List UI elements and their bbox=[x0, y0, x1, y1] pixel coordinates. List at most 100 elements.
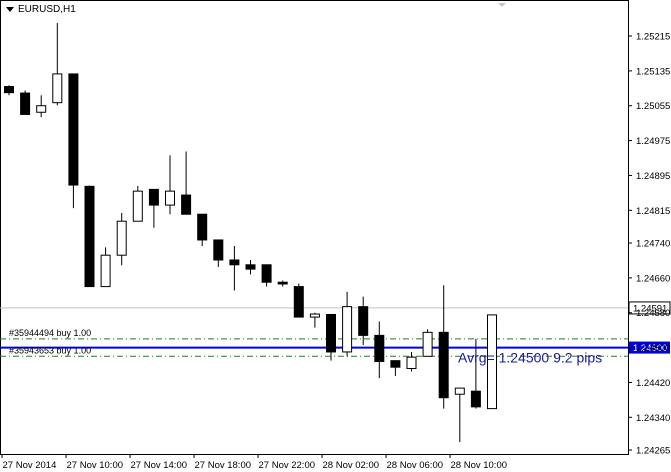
candle[interactable] bbox=[165, 155, 175, 215]
symbol-header[interactable]: EURUSD,H1 bbox=[6, 4, 76, 15]
bull-candle-body bbox=[52, 73, 63, 104]
time-tick-label: 27 Nov 22:00 bbox=[259, 460, 316, 471]
time-tick-label: 27 Nov 2014 bbox=[3, 460, 57, 471]
average-price-annotation: Avrg= 1.24500 9.2 pips bbox=[458, 350, 602, 366]
candle[interactable] bbox=[374, 321, 385, 379]
bear-candle-body bbox=[245, 264, 256, 270]
bear-candle-body bbox=[293, 286, 304, 318]
time-tick-label: 27 Nov 10:00 bbox=[67, 460, 124, 471]
bear-candle-body bbox=[213, 239, 224, 261]
plot-area-frame bbox=[0, 0, 629, 455]
candle[interactable] bbox=[406, 351, 417, 372]
candles-group bbox=[4, 22, 497, 443]
price-tick-label: 1.24660 bbox=[636, 273, 670, 284]
candle[interactable] bbox=[100, 247, 111, 288]
time-tick-label: 28 Nov 02:00 bbox=[323, 460, 380, 471]
bear-candle-body bbox=[470, 390, 481, 408]
bear-candle-body bbox=[4, 86, 14, 94]
time-tick-label: 28 Nov 06:00 bbox=[387, 460, 444, 471]
price-tick-label: 1.24420 bbox=[636, 378, 670, 389]
bull-candle-body bbox=[309, 313, 320, 318]
price-tick-label: 1.24340 bbox=[636, 413, 670, 424]
order-label: #35943653 buy 1.00 bbox=[9, 345, 91, 355]
candle[interactable] bbox=[181, 151, 192, 215]
bull-candle-body bbox=[454, 387, 465, 395]
bull-candle-body bbox=[132, 190, 143, 222]
price-tick-label: 1.25215 bbox=[636, 32, 670, 43]
bull-candle-body bbox=[165, 190, 175, 206]
candle[interactable] bbox=[148, 188, 159, 228]
time-tick-label: 28 Nov 10:00 bbox=[451, 460, 508, 471]
price-tick-label: 1.24975 bbox=[636, 136, 670, 147]
price-tick-label: 1.24500 bbox=[636, 343, 670, 354]
bear-candle-body bbox=[84, 185, 95, 288]
candle[interactable] bbox=[197, 213, 208, 247]
bear-candle-body bbox=[68, 73, 79, 186]
average-price-tag bbox=[629, 341, 670, 354]
bull-candle-body bbox=[342, 306, 353, 353]
candle[interactable] bbox=[132, 185, 143, 222]
bear-candle-body bbox=[374, 334, 385, 363]
symbol-title: EURUSD,H1 bbox=[18, 4, 76, 15]
candle[interactable] bbox=[358, 296, 369, 345]
bull-candle-body bbox=[100, 254, 111, 288]
time-axis: 27 Nov 2014 27 Nov 10:00 27 Nov 14:00 27 No… bbox=[1, 454, 508, 471]
candle[interactable] bbox=[52, 22, 63, 106]
candle[interactable] bbox=[487, 314, 497, 410]
bull-candle-body bbox=[487, 314, 497, 410]
candle[interactable] bbox=[326, 313, 336, 361]
candle[interactable] bbox=[309, 312, 320, 328]
candle[interactable] bbox=[68, 73, 79, 209]
bid-price-label: 1.24591 bbox=[633, 303, 667, 314]
price-axis: 1.25215 1.25135 1.25055 1.24975 1.24895 1.248… bbox=[628, 32, 670, 457]
candle[interactable] bbox=[229, 246, 240, 291]
price-tick-label: 1.24580 bbox=[636, 308, 670, 319]
candle[interactable] bbox=[84, 185, 95, 288]
candle[interactable] bbox=[438, 285, 449, 409]
candle[interactable] bbox=[213, 239, 224, 267]
order-lines-group: #35944494 buy 1.00 #35943653 buy 1.00 bbox=[0, 328, 628, 357]
chart-shift-marker-icon[interactable] bbox=[498, 3, 506, 7]
candle[interactable] bbox=[245, 259, 256, 275]
price-tick-label: 1.25135 bbox=[636, 66, 670, 77]
bull-candle-body bbox=[422, 331, 433, 357]
bear-candle-body bbox=[148, 188, 159, 206]
candle[interactable] bbox=[20, 90, 31, 115]
bear-candle-body bbox=[277, 281, 288, 285]
candle[interactable] bbox=[4, 85, 14, 96]
bull-candle-body bbox=[116, 220, 127, 256]
bull-candle-body bbox=[36, 105, 47, 113]
candle[interactable] bbox=[116, 212, 127, 266]
candle[interactable] bbox=[261, 264, 272, 287]
price-tick-label: 1.24740 bbox=[636, 239, 670, 250]
order-label: #35944494 buy 1.00 bbox=[9, 328, 91, 338]
candle[interactable] bbox=[277, 280, 288, 287]
price-lines-group: 1.24591 1.24500 bbox=[0, 301, 671, 354]
bear-candle-body bbox=[326, 313, 336, 353]
average-price-label: 1.24500 bbox=[633, 343, 667, 354]
candle[interactable] bbox=[293, 283, 304, 318]
candle[interactable] bbox=[454, 387, 465, 443]
candle[interactable] bbox=[390, 360, 401, 376]
time-tick-label: 27 Nov 14:00 bbox=[131, 460, 188, 471]
price-tick-label: 1.24815 bbox=[636, 206, 670, 217]
price-tick-label: 1.25055 bbox=[636, 101, 670, 112]
annotation-group: Avrg= 1.24500 9.2 pips bbox=[458, 350, 602, 366]
bear-candle-body bbox=[438, 331, 449, 399]
bull-candle-body bbox=[406, 356, 417, 370]
price-tick-label: 1.24895 bbox=[636, 171, 670, 182]
time-tick-label: 27 Nov 18:00 bbox=[195, 460, 252, 471]
bear-candle-body bbox=[197, 213, 208, 241]
candle[interactable] bbox=[36, 95, 47, 118]
candle[interactable] bbox=[342, 291, 353, 357]
candle[interactable] bbox=[470, 338, 481, 409]
bear-candle-body bbox=[181, 194, 192, 215]
candle[interactable] bbox=[422, 329, 433, 357]
bid-price-tag bbox=[628, 301, 671, 315]
bear-candle-body bbox=[20, 92, 31, 115]
dropdown-triangle-icon[interactable] bbox=[6, 7, 14, 12]
bear-candle-body bbox=[229, 259, 240, 266]
bear-candle-body bbox=[390, 360, 401, 368]
